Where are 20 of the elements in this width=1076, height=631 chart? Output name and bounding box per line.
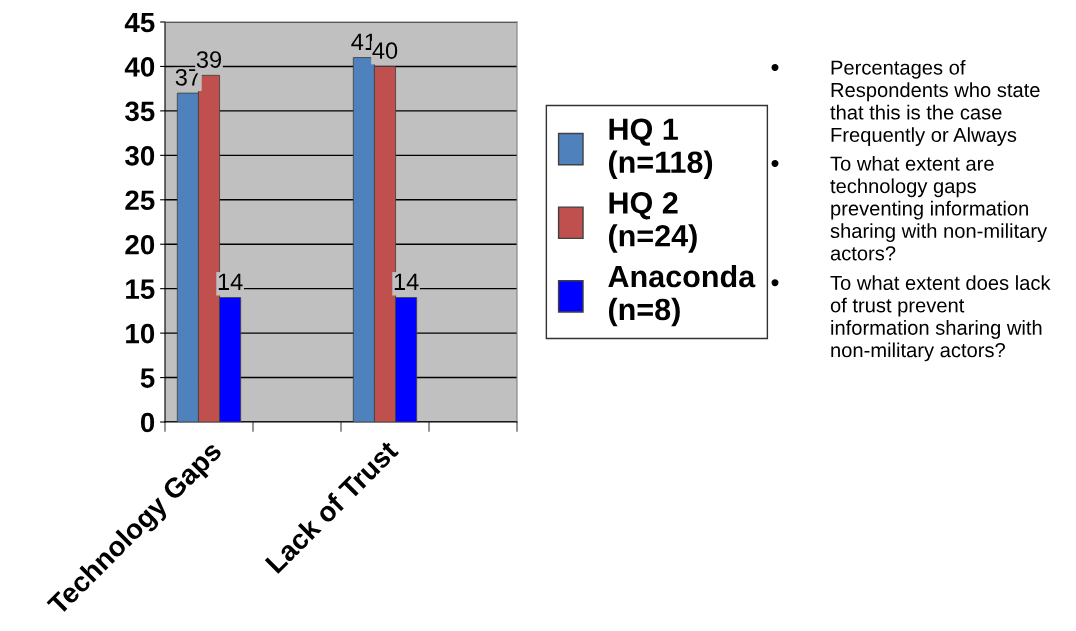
legend-label: HQ 1 (n=118) [608,118,713,180]
y-tick-label: 10 [126,323,155,344]
text: To what extent are technology gaps preventing information sharing with non-military actors? [830,155,1048,261]
data-label: 14 [394,273,419,290]
legend-label: HQ 2 (n=24) [608,192,697,253]
y-tick-label: 0 [140,412,155,433]
y-tick-label: 35 [125,101,155,122]
y-tick-label: 45 [124,12,155,33]
data-label: 40 [372,42,398,59]
text: Percentages of Respondents who state that this is the case Frequently or Always [830,59,1040,146]
text: To what extent does lack of trust prevent information sharing with non-military actors? [830,275,1051,362]
y-tick-label: 25 [125,190,155,211]
data-label: 14 [218,273,243,290]
data-label: 39 [196,51,222,68]
y-tick-label: 20 [125,234,155,255]
y-tick-label: 5 [140,368,155,388]
y-tick-label: 30 [125,146,155,166]
y-tick-label: 15 [126,279,155,300]
y-tick-label: 40 [124,57,155,77]
legend-label: Anaconda (n=8) [608,264,756,327]
